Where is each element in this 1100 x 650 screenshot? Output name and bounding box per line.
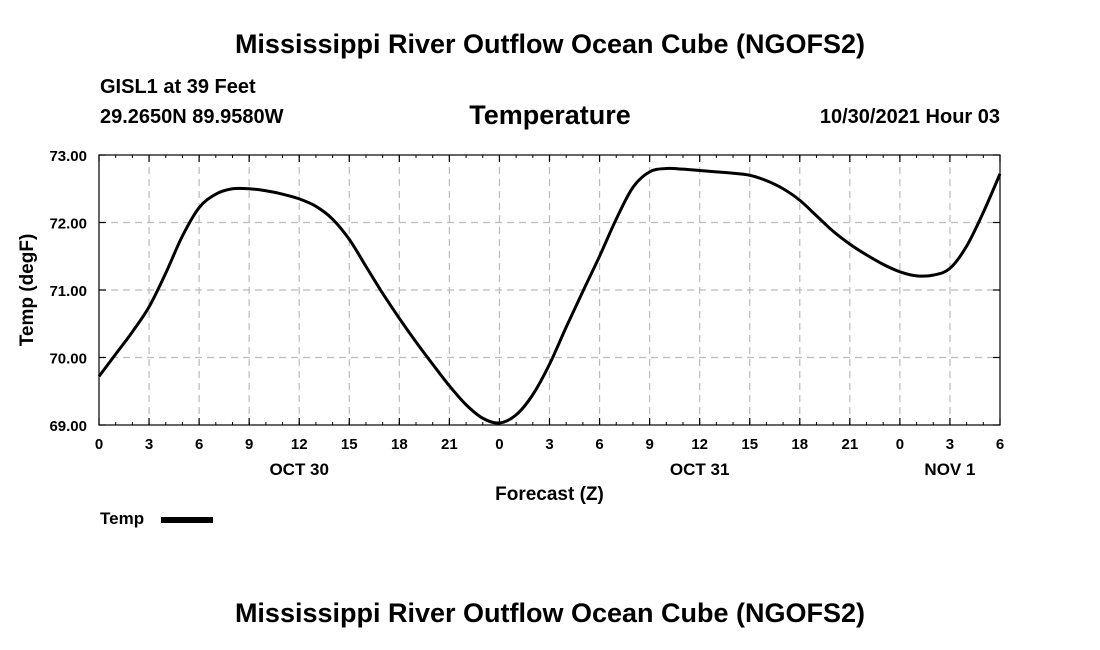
x-tick-label: 12 xyxy=(691,436,708,453)
x-tick-label: 6 xyxy=(595,436,603,453)
date-label: OCT 31 xyxy=(670,460,730,479)
x-tick-label: 9 xyxy=(245,436,253,453)
y-tick-label: 72.00 xyxy=(49,216,87,233)
x-tick-label: 3 xyxy=(145,436,153,453)
x-tick-label: 3 xyxy=(946,436,954,453)
x-tick-label: 0 xyxy=(95,436,103,453)
temp-series-line xyxy=(97,166,1002,425)
y-tick-label: 71.00 xyxy=(49,283,87,300)
y-tick-label: 73.00 xyxy=(49,148,87,165)
grid-lines xyxy=(99,155,1000,425)
datetime-label: 10/30/2021 Hour 03 xyxy=(819,106,1000,128)
x-tick-label: 0 xyxy=(896,436,904,453)
x-tick-label: 0 xyxy=(495,436,503,453)
y-tick-label: 69.00 xyxy=(49,418,87,435)
x-tick-label: 18 xyxy=(791,436,808,453)
date-label: NOV 1 xyxy=(924,460,975,479)
date-label: OCT 30 xyxy=(269,460,329,479)
x-tick-label: 15 xyxy=(341,436,358,453)
y-axis: 69.00 70.00 71.00 72.00 73.00 xyxy=(49,148,1000,435)
y-axis-label: Temp (degF) xyxy=(17,234,38,347)
legend-swatch xyxy=(161,517,213,523)
x-tick-label: 3 xyxy=(545,436,553,453)
legend-label: Temp xyxy=(100,509,145,528)
x-tick-label: 15 xyxy=(741,436,758,453)
station-label: GISL1 at 39 Feet xyxy=(100,76,256,98)
x-tick-label: 18 xyxy=(391,436,408,453)
x-axis-label: Forecast (Z) xyxy=(495,484,604,505)
parameter-title: Temperature xyxy=(469,100,631,130)
series-group xyxy=(97,166,1002,425)
x-tick-label: 12 xyxy=(291,436,308,453)
footer-title: Mississippi River Outflow Ocean Cube (NG… xyxy=(234,598,866,628)
coordinates-label: 29.2650N 89.9580W xyxy=(100,106,284,128)
x-tick-label: 21 xyxy=(841,436,858,453)
x-axis: 0 3 6 9 12 15 18 21 0 3 6 9 12 15 18 21 0 3 6 OCT 30 OCT 31 N… xyxy=(95,155,1004,479)
x-tick-label: 6 xyxy=(996,436,1004,453)
chart-title: Mississippi River Outflow Ocean Cube (NG… xyxy=(234,29,866,59)
y-tick-label: 70.00 xyxy=(49,351,87,368)
x-tick-label: 9 xyxy=(645,436,653,453)
x-tick-label: 21 xyxy=(441,436,458,453)
x-tick-label: 6 xyxy=(195,436,203,453)
